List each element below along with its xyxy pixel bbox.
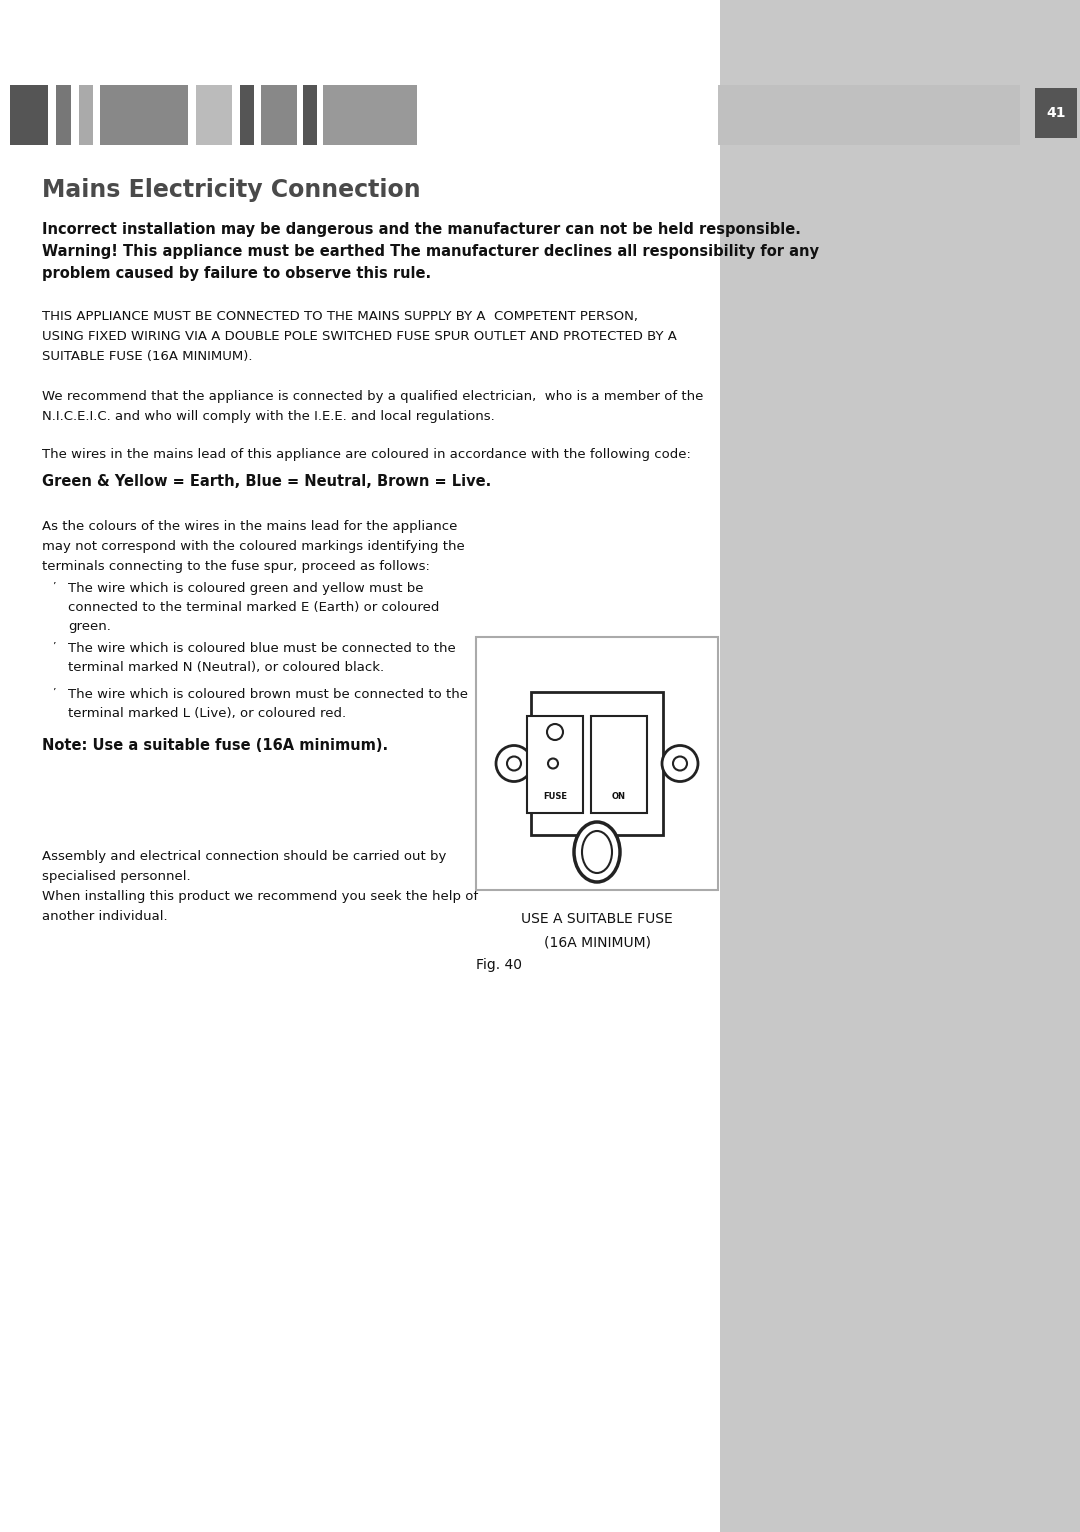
Text: ON: ON [612, 792, 626, 801]
Bar [531, 692, 663, 835]
Circle shape [673, 757, 687, 771]
Text: The wire which is coloured green and yellow must be: The wire which is coloured green and yel… [68, 582, 423, 594]
Text: problem caused by failure to observe this rule.: problem caused by failure to observe thi… [42, 267, 431, 280]
Text: Assembly and electrical connection should be carried out by: Assembly and electrical connection shoul… [42, 850, 446, 863]
Text: green.: green. [68, 620, 111, 633]
Circle shape [548, 758, 558, 769]
Text: Green & Yellow = Earth, Blue = Neutral, Brown = Live.: Green & Yellow = Earth, Blue = Neutral, … [42, 473, 491, 489]
Text: The wires in the mains lead of this appliance are coloured in accordance with th: The wires in the mains lead of this appl… [42, 447, 691, 461]
Text: ’: ’ [52, 642, 55, 653]
Text: THIS APPLIANCE MUST BE CONNECTED TO THE MAINS SUPPLY BY A  COMPETENT PERSON,: THIS APPLIANCE MUST BE CONNECTED TO THE … [42, 309, 638, 323]
Bar [56, 84, 71, 146]
Bar [79, 84, 93, 146]
Text: FUSE: FUSE [543, 792, 567, 801]
Circle shape [662, 746, 698, 781]
Text: terminal marked N (Neutral), or coloured black.: terminal marked N (Neutral), or coloured… [68, 660, 384, 674]
Bar [100, 84, 188, 146]
Text: ’: ’ [52, 688, 55, 699]
Circle shape [507, 757, 521, 771]
Bar [718, 84, 1020, 146]
Bar [476, 637, 718, 890]
Text: Note: Use a suitable fuse (16A minimum).: Note: Use a suitable fuse (16A minimum). [42, 738, 388, 754]
Bar [261, 84, 297, 146]
Text: Warning! This appliance must be earthed The manufacturer declines all responsibi: Warning! This appliance must be earthed … [42, 244, 819, 259]
Text: connected to the terminal marked E (Earth) or coloured: connected to the terminal marked E (Eart… [68, 601, 440, 614]
Bar [195, 84, 232, 146]
Text: another individual.: another individual. [42, 910, 167, 922]
Ellipse shape [573, 823, 620, 882]
Text: ’: ’ [52, 582, 55, 591]
Text: terminals connecting to the fuse spur, proceed as follows:: terminals connecting to the fuse spur, p… [42, 561, 430, 573]
Bar [323, 84, 417, 146]
Text: The wire which is coloured brown must be connected to the: The wire which is coloured brown must be… [68, 688, 468, 702]
Bar [591, 715, 647, 813]
Bar [240, 84, 254, 146]
Bar [1035, 87, 1077, 138]
Text: Mains Electricity Connection: Mains Electricity Connection [42, 178, 420, 202]
Text: We recommend that the appliance is connected by a qualified electrician,  who is: We recommend that the appliance is conne… [42, 391, 703, 403]
Text: When installing this product we recommend you seek the help of: When installing this product we recommen… [42, 890, 478, 902]
Text: N.I.C.E.I.C. and who will comply with the I.E.E. and local regulations.: N.I.C.E.I.C. and who will comply with th… [42, 411, 495, 423]
Circle shape [496, 746, 532, 781]
Text: Fig. 40: Fig. 40 [476, 958, 522, 971]
Bar [720, 0, 1080, 1532]
Text: terminal marked L (Live), or coloured red.: terminal marked L (Live), or coloured re… [68, 706, 346, 720]
Text: USING FIXED WIRING VIA A DOUBLE POLE SWITCHED FUSE SPUR OUTLET AND PROTECTED BY : USING FIXED WIRING VIA A DOUBLE POLE SWI… [42, 329, 677, 343]
Bar [10, 84, 48, 146]
Circle shape [546, 725, 563, 740]
Bar [527, 715, 583, 813]
Text: SUITABLE FUSE (16A MINIMUM).: SUITABLE FUSE (16A MINIMUM). [42, 349, 253, 363]
Text: 41: 41 [1047, 106, 1066, 119]
Text: As the colours of the wires in the mains lead for the appliance: As the colours of the wires in the mains… [42, 519, 457, 533]
Bar [303, 84, 318, 146]
Text: Incorrect installation may be dangerous and the manufacturer can not be held res: Incorrect installation may be dangerous … [42, 222, 801, 237]
Text: The wire which is coloured blue must be connected to the: The wire which is coloured blue must be … [68, 642, 456, 656]
Text: specialised personnel.: specialised personnel. [42, 870, 191, 882]
Ellipse shape [582, 830, 612, 873]
Text: (16A MINIMUM): (16A MINIMUM) [543, 936, 650, 950]
Text: USE A SUITABLE FUSE: USE A SUITABLE FUSE [522, 912, 673, 925]
Text: may not correspond with the coloured markings identifying the: may not correspond with the coloured mar… [42, 539, 464, 553]
